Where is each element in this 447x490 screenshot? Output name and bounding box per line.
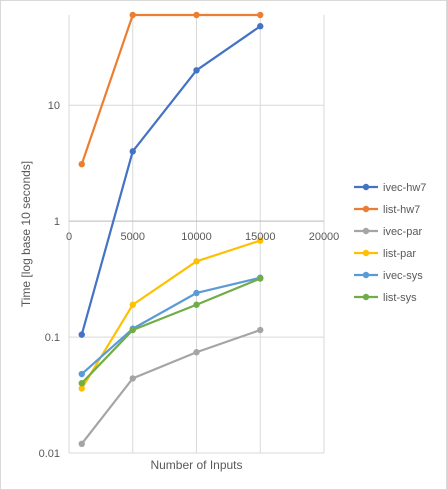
series-line: [80, 25, 261, 335]
data-point: [193, 11, 200, 19]
x-tick-label: 20000: [309, 231, 340, 243]
series-line: [80, 239, 261, 390]
legend-item-list-hw7: list-hw7: [354, 204, 420, 216]
legend-item-ivec-hw7: ivec-hw7: [354, 182, 426, 194]
y-tick-label: 1: [54, 216, 60, 228]
legend-label: ivec-par: [383, 226, 422, 238]
legend-marker: [362, 271, 370, 279]
data-point: [129, 375, 136, 382]
series-line: [80, 328, 261, 445]
data-point: [193, 258, 200, 265]
legend-item-ivec-sys: ivec-sys: [354, 270, 423, 282]
series-line: [80, 277, 261, 384]
legend-item-ivec-par: ivec-par: [354, 226, 422, 238]
legend-marker: [362, 205, 370, 213]
series-ivec-par: [78, 326, 264, 448]
x-axis-title: Number of Inputs: [150, 458, 242, 472]
x-tick-label: 10000: [181, 231, 212, 243]
series-layer: [78, 11, 264, 448]
data-point: [257, 23, 264, 30]
data-point: [257, 237, 264, 244]
data-point: [193, 301, 200, 308]
data-point: [78, 440, 85, 448]
data-point: [129, 148, 136, 155]
y-tick-label: 0.01: [39, 448, 60, 460]
x-tick-label: 0: [66, 231, 72, 243]
data-point: [193, 289, 200, 297]
data-point: [78, 331, 85, 338]
legend-marker: [362, 293, 370, 301]
y-tick-label: 0.1: [45, 332, 60, 344]
data-point: [257, 275, 264, 282]
data-point: [129, 326, 136, 334]
x-tick-label: 5000: [121, 231, 145, 243]
data-point: [257, 11, 264, 19]
series-ivec-hw7: [78, 23, 264, 338]
legend-label: list-par: [383, 248, 416, 260]
legend-marker: [362, 227, 370, 235]
x-tick-label: 15000: [245, 231, 276, 243]
legend-label: list-hw7: [383, 204, 420, 216]
data-point: [78, 380, 85, 387]
data-point: [193, 349, 200, 356]
series-line: [80, 13, 261, 165]
legend-item-list-par: list-par: [354, 248, 416, 260]
series-list-par: [78, 237, 264, 392]
data-point: [193, 67, 200, 74]
data-point: [78, 160, 85, 168]
legend: ivec-hw7 list-hw7 ivec-par list-par ivec-sys…: [354, 182, 426, 304]
legend-label: ivec-sys: [383, 270, 423, 282]
data-point: [129, 11, 136, 19]
legend-marker: [362, 183, 370, 191]
legend-marker: [362, 249, 370, 257]
y-axis-title: Time [log base 10 seconds]: [19, 161, 33, 307]
data-point: [129, 301, 136, 308]
legend-label: list-sys: [383, 292, 417, 304]
legend-label: ivec-hw7: [383, 182, 426, 194]
series-list-sys: [78, 275, 264, 387]
data-point: [78, 370, 85, 378]
tick-labels: 0 5000 10000 15000 20000 0.01 0.1 1 10: [39, 100, 340, 460]
y-tick-label: 10: [48, 100, 60, 112]
series-list-hw7: [78, 11, 264, 168]
data-point: [78, 385, 85, 392]
series-line: [81, 276, 261, 375]
data-point: [257, 326, 264, 334]
legend-item-list-sys: list-sys: [354, 292, 417, 304]
